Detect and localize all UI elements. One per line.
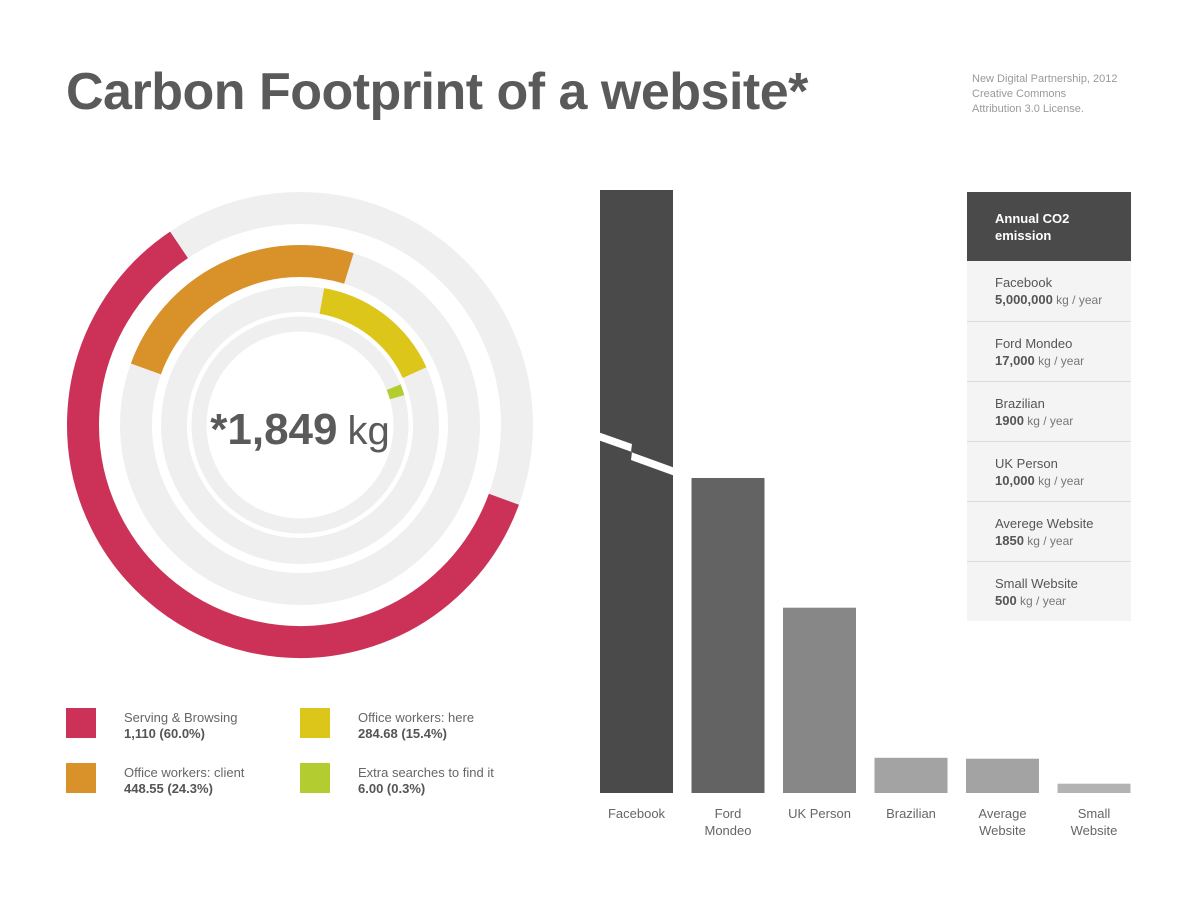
bar xyxy=(600,190,673,793)
bar-label: Ford Mondeo xyxy=(705,806,752,838)
info-row-name: Averege Website xyxy=(995,516,1094,531)
legend-swatch xyxy=(300,763,330,793)
legend-label: Office workers: client xyxy=(124,765,245,780)
bar-label-line: Ford xyxy=(715,806,742,821)
info-row-unit: kg / year xyxy=(1034,474,1085,488)
legend-swatch xyxy=(66,763,96,793)
legend-label: Serving & Browsing xyxy=(124,710,238,725)
info-row-unit: kg / year xyxy=(1023,534,1074,548)
info-row-value: 5,000,000 kg / year xyxy=(995,291,1121,309)
ring-center-label: *1,849 kg xyxy=(210,405,389,454)
legend-value: 1,110 (60.0%) xyxy=(124,726,205,741)
bar-label-line: Small xyxy=(1078,806,1111,821)
credits: New Digital Partnership, 2012 Creative C… xyxy=(972,72,1118,117)
bar-label-line: Website xyxy=(979,823,1026,838)
bar-label-line: Website xyxy=(1071,823,1118,838)
legend-label: Office workers: here xyxy=(358,710,475,725)
bar xyxy=(1057,783,1131,793)
info-row-unit: kg / year xyxy=(1023,414,1074,428)
legend-value: 6.00 (0.3%) xyxy=(358,781,426,796)
info-row: UK Person 10,000 kg / year xyxy=(967,441,1131,501)
bar xyxy=(874,757,948,793)
info-panel-rows: Facebook 5,000,000 kg / year Ford Mondeo 17… xyxy=(967,261,1131,621)
legend-text: Serving & Browsing 1,110 (60.0%) xyxy=(124,710,237,742)
legend-text: Extra searches to find it 6.00 (0.3%) xyxy=(358,765,494,797)
info-row-name: Ford Mondeo xyxy=(995,336,1073,351)
credit-line: Attribution 3.0 License. xyxy=(972,103,1084,115)
info-row-value: 1900 kg / year xyxy=(995,412,1121,430)
bar-label: Small Website xyxy=(1071,806,1118,838)
bar-label: Brazilian xyxy=(886,806,936,821)
info-row-number: 10,000 xyxy=(995,473,1035,488)
bar-label-line: Brazilian xyxy=(886,806,936,821)
info-row-value: 17,000 kg / year xyxy=(995,352,1121,370)
info-row-value: 1850 kg / year xyxy=(995,532,1121,550)
info-row-name: Small Website xyxy=(995,576,1078,591)
info-panel-header: Annual CO2 emission xyxy=(967,192,1131,261)
axis-break xyxy=(598,432,675,476)
info-row-number: 1900 xyxy=(995,413,1024,428)
info-row-name: Facebook xyxy=(995,275,1053,290)
info-row-unit: kg / year xyxy=(1016,594,1067,608)
ring-slice xyxy=(67,231,519,658)
info-row-name: Brazilian xyxy=(995,396,1045,411)
legend-swatch xyxy=(300,708,330,738)
legend-value: 448.55 (24.3%) xyxy=(124,781,213,796)
legend-swatch xyxy=(66,708,96,738)
bar xyxy=(783,607,856,793)
ring-slice xyxy=(319,288,427,379)
legend-text: Office workers: client 448.55 (24.3%) xyxy=(124,765,244,797)
bar-label-line: Mondeo xyxy=(705,823,752,838)
ring-slice xyxy=(130,245,354,375)
legend-value: 284.68 (15.4%) xyxy=(358,726,447,741)
info-row-number: 500 xyxy=(995,593,1017,608)
info-row-unit: kg / year xyxy=(1052,293,1103,307)
bar xyxy=(966,758,1039,793)
info-row-unit: kg / year xyxy=(1034,354,1085,368)
page-title: Carbon Footprint of a website* xyxy=(66,63,808,121)
bar xyxy=(691,478,765,793)
bar-label: UK Person xyxy=(788,806,851,821)
ring-track xyxy=(191,316,409,534)
legend-label: Extra searches to find it xyxy=(358,765,494,780)
info-row-value: 500 kg / year xyxy=(995,592,1121,610)
credit-line: Creative Commons xyxy=(972,88,1067,100)
bar-label-line: Facebook xyxy=(608,806,666,821)
info-row: Averege Website 1850 kg / year xyxy=(967,501,1131,561)
info-row-number: 1850 xyxy=(995,533,1024,548)
credit-line: New Digital Partnership, 2012 xyxy=(972,73,1118,85)
info-row: Facebook 5,000,000 kg / year xyxy=(967,261,1131,321)
ring-center-value: *1,849 xyxy=(210,405,337,454)
ring-center-unit: kg xyxy=(347,409,389,453)
info-row-value: 10,000 kg / year xyxy=(995,472,1121,490)
bar-label-line: UK Person xyxy=(788,806,851,821)
bar-label-line: Average xyxy=(978,806,1026,821)
info-panel: Annual CO2 emission Facebook 5,000,000 kg… xyxy=(967,192,1131,621)
ring-slice xyxy=(386,384,405,400)
ring-chart: *1,849 kg xyxy=(67,192,533,658)
info-row-number: 17,000 xyxy=(995,353,1035,368)
ring-track xyxy=(161,286,439,564)
bar-label: Facebook xyxy=(608,806,666,821)
bar-label: Average Website xyxy=(978,806,1026,838)
legend-text: Office workers: here 284.68 (15.4%) xyxy=(358,710,474,742)
info-row: Brazilian 1900 kg / year xyxy=(967,381,1131,441)
info-row-name: UK Person xyxy=(995,456,1058,471)
info-row: Small Website 500 kg / year xyxy=(967,561,1131,621)
info-row: Ford Mondeo 17,000 kg / year xyxy=(967,321,1131,381)
info-row-number: 5,000,000 xyxy=(995,292,1053,307)
